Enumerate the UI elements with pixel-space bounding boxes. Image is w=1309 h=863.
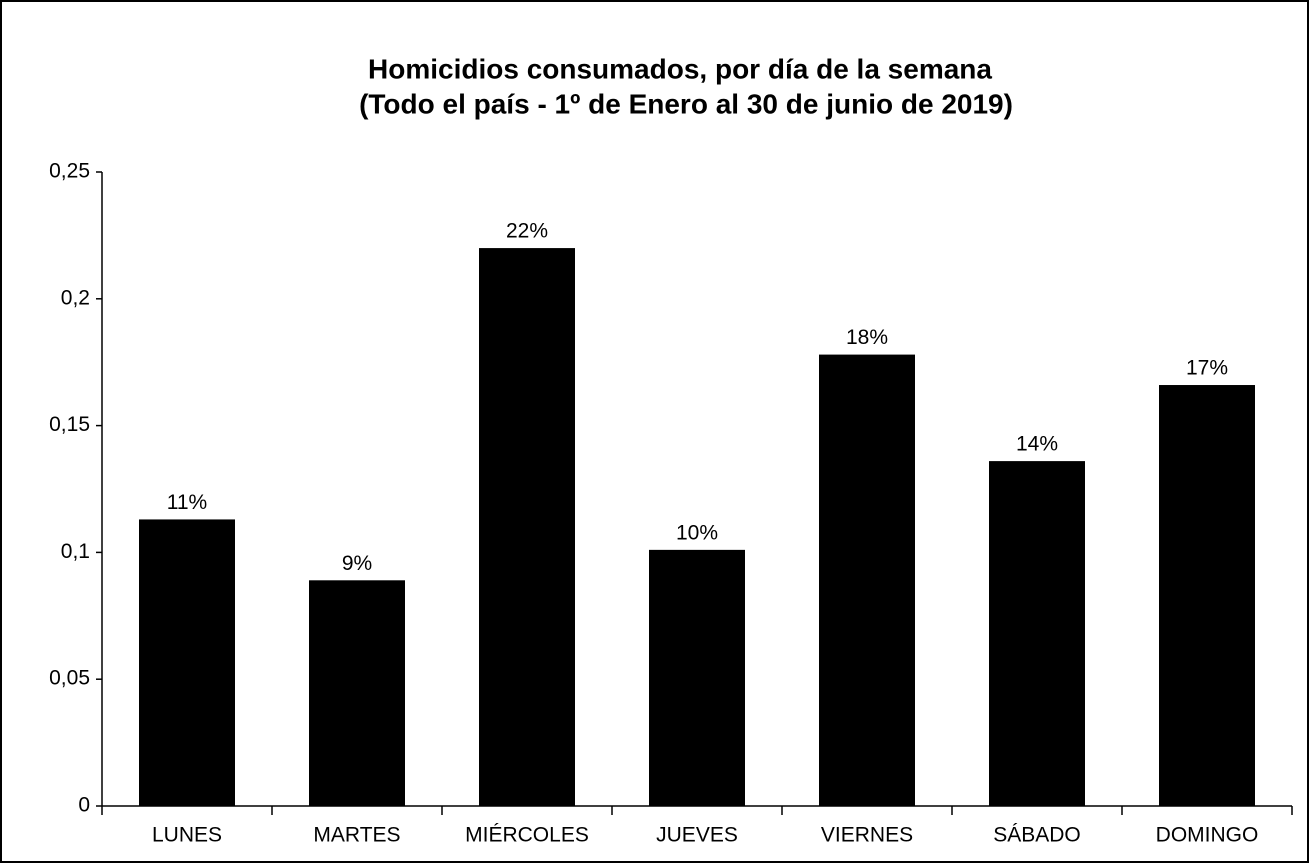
- data-label: 17%: [1186, 357, 1228, 380]
- bar: [649, 549, 745, 806]
- y-tick-label: 0,25: [49, 160, 90, 183]
- data-label: 18%: [846, 326, 888, 349]
- data-label: 10%: [676, 521, 718, 544]
- bar: [139, 519, 235, 806]
- x-tick-label: MARTES: [313, 824, 400, 847]
- x-tick-label: MIÉRCOLES: [465, 824, 589, 847]
- y-tick-label: 0,15: [49, 413, 90, 436]
- bar: [1159, 385, 1255, 806]
- y-tick-label: 0,05: [49, 667, 90, 690]
- chart-title: (Todo el país - 1º de Enero al 30 de jun…: [359, 88, 1013, 119]
- bar: [819, 354, 915, 806]
- data-label: 9%: [342, 552, 372, 575]
- bar: [989, 461, 1085, 806]
- data-label: 22%: [506, 220, 548, 243]
- x-tick-label: LUNES: [152, 824, 222, 847]
- bar: [479, 248, 575, 806]
- x-tick-label: JUEVES: [656, 824, 738, 847]
- y-tick-label: 0,2: [61, 286, 90, 309]
- bar: [309, 580, 405, 806]
- x-tick-label: VIERNES: [821, 824, 913, 847]
- y-tick-label: 0,1: [61, 540, 90, 563]
- x-tick-label: SÁBADO: [993, 824, 1081, 847]
- chart-title: Homicidios consumados, por día de la sem…: [368, 53, 992, 84]
- data-label: 11%: [167, 491, 207, 514]
- data-label: 14%: [1016, 433, 1058, 456]
- x-tick-label: DOMINGO: [1156, 824, 1259, 847]
- y-tick-label: 0: [78, 794, 90, 817]
